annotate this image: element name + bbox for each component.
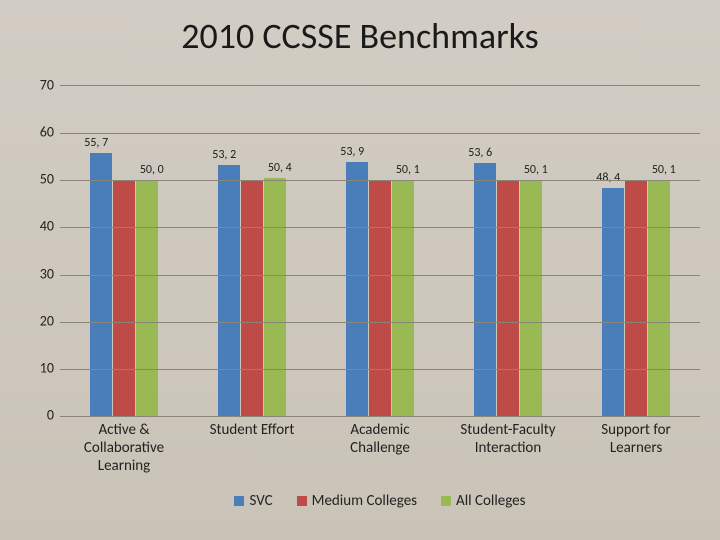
y-tick-label: 50 xyxy=(30,171,54,188)
bar-value-label: 50, 4 xyxy=(268,161,292,175)
gridline xyxy=(60,227,700,228)
bar: 50, 0 xyxy=(136,180,158,416)
page-title: 2010 CCSSE Benchmarks xyxy=(0,0,720,64)
y-tick-label: 60 xyxy=(30,124,54,141)
chart: 55, 7 50, 0 53, 2 50, 4 53, 9 50, 1 53, 6 50, 1… xyxy=(30,85,700,510)
legend-label: SVC xyxy=(249,492,272,510)
bar-group: 55, 7 50, 0 xyxy=(60,86,188,416)
bar: 50, 1 xyxy=(520,180,542,416)
y-tick-label: 10 xyxy=(30,359,54,376)
bar: 53, 2 xyxy=(218,165,240,416)
bar-group: 53, 9 50, 1 xyxy=(316,86,444,416)
bar-value-label: 50, 1 xyxy=(396,163,420,177)
bar-group: 53, 6 50, 1 xyxy=(444,86,572,416)
gridline xyxy=(60,369,700,370)
bar xyxy=(625,180,647,416)
gridline xyxy=(60,133,700,134)
bar xyxy=(113,180,135,416)
slide: 2010 CCSSE Benchmarks 55, 7 50, 0 53, 2 50,… xyxy=(0,0,720,540)
x-tick-label: Academic Challenge xyxy=(316,419,444,475)
x-axis-labels: Active & Collaborative LearningStudent E… xyxy=(60,419,700,475)
bar-value-label: 53, 2 xyxy=(212,148,236,162)
legend-label: Medium Colleges xyxy=(312,492,417,510)
legend-item: SVC xyxy=(234,492,272,510)
bar-group: 48, 4 50, 1 xyxy=(572,86,700,416)
legend-item: Medium Colleges xyxy=(297,492,417,510)
legend-swatch xyxy=(234,496,244,506)
x-tick-label: Student Effort xyxy=(188,419,316,475)
bar-groups: 55, 7 50, 0 53, 2 50, 4 53, 9 50, 1 53, 6 50, 1… xyxy=(60,86,700,416)
bar xyxy=(369,180,391,416)
bar: 50, 1 xyxy=(648,180,670,416)
x-tick-label: Support for Learners xyxy=(572,419,700,475)
bar xyxy=(497,180,519,416)
bar-value-label: 48, 4 xyxy=(596,171,620,185)
bar: 53, 9 xyxy=(346,162,368,416)
bar: 55, 7 xyxy=(90,153,112,416)
y-tick-label: 70 xyxy=(30,77,54,94)
y-tick-label: 0 xyxy=(30,407,54,424)
bar-group: 53, 2 50, 4 xyxy=(188,86,316,416)
plot-area: 55, 7 50, 0 53, 2 50, 4 53, 9 50, 1 53, 6 50, 1… xyxy=(60,85,700,416)
legend: SVC Medium Colleges All Colleges xyxy=(60,492,700,510)
bar: 50, 1 xyxy=(392,180,414,416)
y-tick-label: 20 xyxy=(30,312,54,329)
legend-label: All Colleges xyxy=(456,492,525,510)
gridline xyxy=(60,416,700,417)
x-tick-label: Student-Faculty Interaction xyxy=(444,419,572,475)
y-tick-label: 30 xyxy=(30,265,54,282)
bar-value-label: 50, 0 xyxy=(140,163,164,177)
legend-swatch xyxy=(441,496,451,506)
bar: 48, 4 xyxy=(602,188,624,416)
bar-value-label: 53, 6 xyxy=(468,146,492,160)
bar xyxy=(241,180,263,416)
gridline xyxy=(60,322,700,323)
gridline xyxy=(60,275,700,276)
gridline xyxy=(60,180,700,181)
bar-value-label: 50, 1 xyxy=(652,163,676,177)
y-tick-label: 40 xyxy=(30,218,54,235)
bar: 50, 4 xyxy=(264,178,286,416)
bar: 53, 6 xyxy=(474,163,496,416)
bar-value-label: 53, 9 xyxy=(340,145,364,159)
bar-value-label: 55, 7 xyxy=(84,136,108,150)
legend-swatch xyxy=(297,496,307,506)
legend-item: All Colleges xyxy=(441,492,525,510)
bar-value-label: 50, 1 xyxy=(524,163,548,177)
x-tick-label: Active & Collaborative Learning xyxy=(60,419,188,475)
